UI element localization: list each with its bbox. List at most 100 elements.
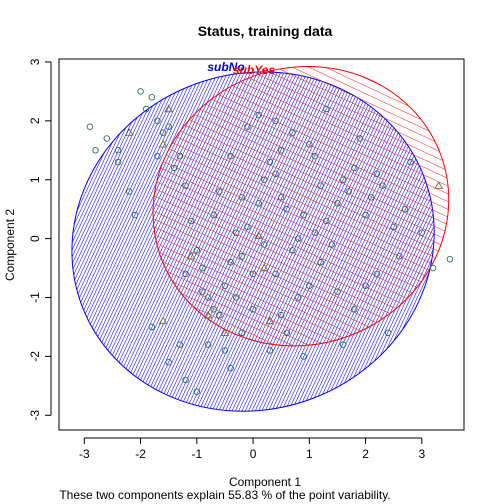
point-subNo-53 [429, 264, 437, 272]
point-subNo-79 [182, 270, 189, 278]
point-subNo-6 [142, 105, 150, 113]
point-subNo-40 [334, 200, 341, 207]
point-subNo-26 [255, 200, 262, 207]
point-subNo-55 [148, 323, 156, 331]
point-subNo-56 [165, 359, 172, 366]
point-subNo-78 [322, 105, 330, 113]
point-subNo-62 [266, 347, 274, 354]
point-subYes-3 [164, 104, 174, 113]
point-subNo-17 [204, 294, 212, 301]
point-subNo-32 [289, 247, 296, 254]
point-subNo-52 [418, 229, 426, 236]
y-axis-label: Component 2 [3, 209, 17, 281]
point-subNo-16 [199, 264, 206, 272]
point-subNo-70 [373, 270, 381, 278]
point-subNo-45 [362, 211, 369, 219]
point-subNo-39 [328, 241, 336, 248]
y-axis: -3 -2 -1 0 1 2 3 [28, 58, 52, 421]
point-subNo-74 [244, 123, 251, 130]
point-subYes-5 [254, 231, 264, 239]
point-subNo-5 [137, 88, 144, 95]
x-tick-label-1: -2 [135, 447, 146, 461]
point-subNo-68 [351, 306, 358, 313]
y-tick-label-1: -2 [28, 351, 42, 362]
point-subYes-9 [186, 251, 196, 260]
point-subNo-60 [221, 347, 229, 354]
point-subNo-29 [272, 170, 279, 178]
point-subYes-8 [265, 316, 275, 325]
point-subNo-94 [396, 253, 403, 260]
point-subNo-27 [261, 176, 268, 183]
point-subNo-11 [171, 164, 178, 172]
plot-frame [58, 58, 465, 431]
point-subNo-73 [227, 152, 234, 160]
point-subNo-4 [126, 188, 133, 195]
cluster-ellipses [71, 66, 450, 412]
point-subNo-44 [356, 135, 364, 142]
point-subNo-35 [306, 141, 313, 148]
point-subNo-93 [339, 341, 347, 348]
point-subNo-24 [244, 223, 251, 231]
point-subNo-67 [334, 288, 341, 295]
point-subNo-83 [261, 241, 268, 248]
point-subNo-81 [232, 294, 240, 301]
point-subNo-28 [266, 158, 274, 166]
point-subNo-33 [294, 235, 302, 242]
point-subYes-4 [259, 263, 269, 272]
x-tick-label-0: -3 [79, 447, 90, 461]
point-subNo-88 [210, 211, 217, 219]
y-tick-label-3: 0 [28, 235, 42, 242]
point-subNo-19 [216, 311, 223, 319]
point-subYes-7 [220, 328, 230, 336]
variability-subtitle: These two components explain 55.83 % of … [59, 488, 390, 502]
point-subNo-57 [182, 376, 189, 384]
point-subNo-0 [86, 123, 94, 130]
y-tick-label-4: 1 [28, 176, 42, 183]
point-subNo-41 [339, 176, 347, 183]
point-subNo-15 [193, 247, 201, 254]
point-subNo-50 [401, 205, 409, 213]
point-subNo-18 [210, 306, 217, 313]
point-subNo-12 [176, 152, 184, 160]
point-subNo-22 [232, 229, 240, 236]
point-subNo-47 [373, 170, 381, 178]
y-tick-label-5: 2 [28, 117, 42, 124]
point-subNo-30 [277, 194, 285, 201]
point-subNo-37 [317, 182, 324, 189]
point-subNo-71 [384, 329, 392, 337]
point-subNo-97 [311, 229, 319, 236]
point-subNo-86 [154, 152, 161, 160]
point-subYes-10 [158, 316, 168, 325]
point-subNo-61 [238, 329, 246, 337]
point-subYes-0 [434, 181, 444, 189]
cluster-label-subYes: subYes [233, 63, 276, 77]
point-subNo-46 [367, 194, 375, 201]
point-subNo-9 [159, 129, 167, 136]
point-subNo-77 [289, 129, 296, 136]
point-subNo-20 [221, 282, 229, 289]
point-subNo-13 [182, 182, 189, 189]
point-subNo-64 [294, 294, 302, 301]
point-subNo-14 [187, 217, 195, 225]
point-subNo-58 [193, 388, 201, 395]
x-tick-label-5: 2 [362, 447, 369, 461]
data-points [86, 88, 454, 395]
point-subNo-66 [317, 258, 324, 266]
x-axis-label: Component 1 [229, 475, 301, 489]
point-subYes-1 [124, 128, 134, 136]
point-subNo-36 [311, 152, 319, 160]
point-subNo-23 [238, 253, 246, 260]
point-subNo-10 [165, 123, 172, 130]
point-subNo-48 [379, 182, 386, 189]
x-tick-label-6: 3 [418, 447, 425, 461]
point-subNo-1 [92, 147, 99, 154]
point-subYes-2 [158, 139, 168, 148]
y-tick-label-6: 3 [28, 58, 42, 65]
point-subNo-2 [103, 135, 111, 142]
point-subNo-43 [351, 164, 358, 172]
x-tick-label-2: -1 [191, 447, 202, 461]
point-subNo-42 [345, 188, 352, 195]
point-subNo-89 [283, 329, 291, 337]
